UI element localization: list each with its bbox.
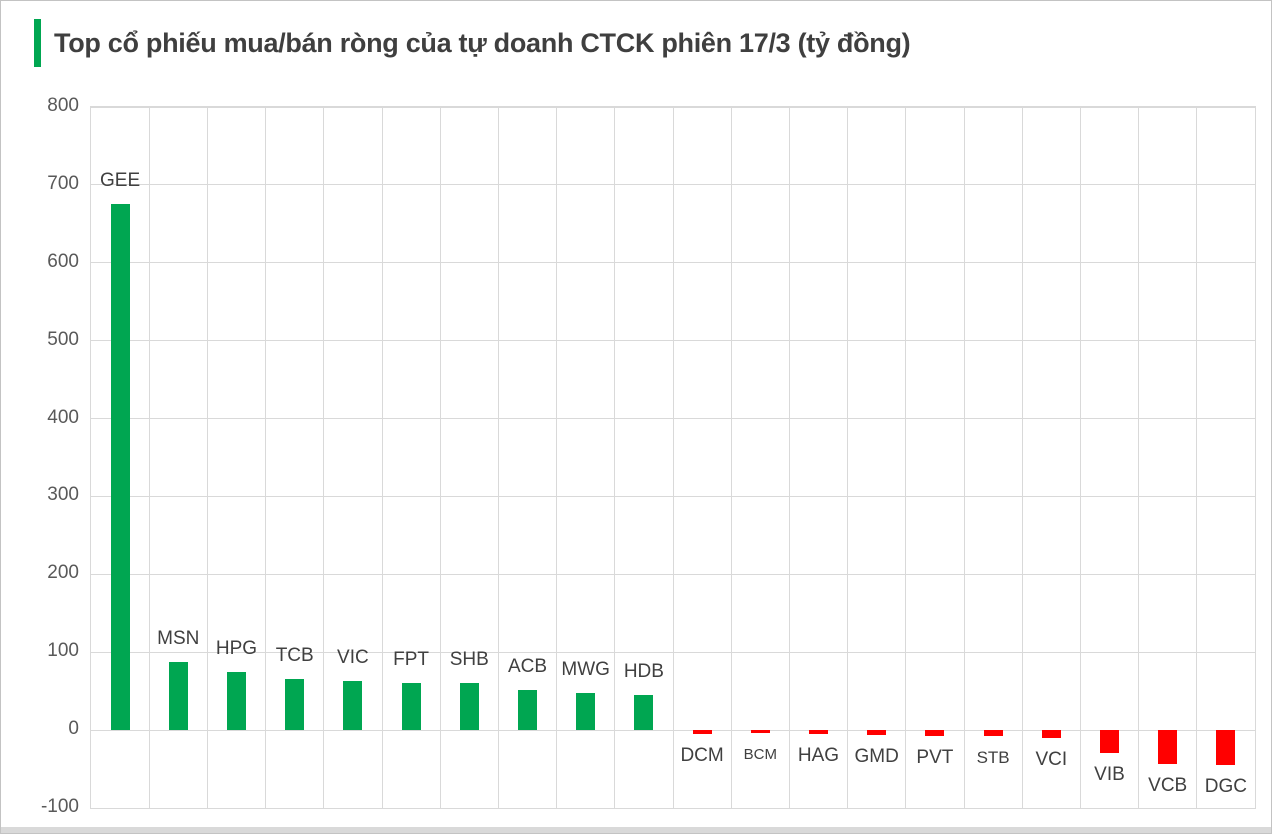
bar xyxy=(343,681,363,731)
v-gridline xyxy=(148,107,150,808)
bar-label: DGC xyxy=(1204,776,1247,798)
bar xyxy=(459,683,479,731)
v-gridline xyxy=(1138,107,1140,808)
title-accent-bar xyxy=(34,19,41,67)
v-gridline xyxy=(672,107,674,808)
v-gridline xyxy=(614,107,616,808)
bar-label: VIC xyxy=(337,647,369,669)
y-tick-label: 800 xyxy=(47,95,79,116)
y-tick-label: 100 xyxy=(47,640,79,662)
bar xyxy=(692,730,712,734)
bar-label: VIB xyxy=(1094,763,1125,785)
bar xyxy=(110,204,130,731)
bottom-strip xyxy=(1,827,1271,833)
bar xyxy=(168,661,188,731)
bar xyxy=(401,682,421,731)
v-gridline xyxy=(1079,107,1081,808)
v-gridline xyxy=(730,107,732,808)
bar-label: FPT xyxy=(393,648,430,670)
y-tick-label: 400 xyxy=(47,406,79,428)
bar xyxy=(925,730,945,737)
bar-label: ACB xyxy=(507,655,548,677)
bar-label: GMD xyxy=(854,745,899,767)
bar-label: MWG xyxy=(561,658,610,680)
chart-title-block: Top cổ phiếu mua/bán ròng của tự doanh C… xyxy=(34,18,911,68)
bar xyxy=(634,695,654,731)
y-tick-label: 600 xyxy=(47,250,79,272)
y-tick-label: 700 xyxy=(47,172,79,194)
bar-label: DCM xyxy=(680,745,724,766)
bar xyxy=(983,730,1003,736)
bar xyxy=(1216,730,1236,766)
v-gridline xyxy=(265,107,267,808)
h-gridline xyxy=(91,807,1255,809)
v-gridline xyxy=(1021,107,1023,808)
bar-label: SHB xyxy=(449,649,489,671)
v-gridline xyxy=(788,107,790,808)
bar xyxy=(867,730,887,735)
v-gridline xyxy=(556,107,558,808)
chart-title: Top cổ phiếu mua/bán ròng của tự doanh C… xyxy=(54,27,911,58)
y-tick-label: 200 xyxy=(47,562,79,584)
bar-label: HDB xyxy=(623,661,664,683)
v-gridline xyxy=(439,107,441,808)
v-gridline xyxy=(323,107,325,808)
bar-label: HPG xyxy=(215,638,258,660)
bar-label: VCB xyxy=(1148,774,1188,796)
bar xyxy=(1041,730,1061,738)
v-gridline xyxy=(381,107,383,808)
v-gridline xyxy=(905,107,907,808)
bar xyxy=(809,730,828,734)
y-tick-label: 0 xyxy=(68,718,79,740)
bar xyxy=(1158,730,1178,764)
y-tick-label: 500 xyxy=(47,328,79,350)
bar xyxy=(227,672,246,731)
bar-label: PVT xyxy=(916,747,954,769)
y-axis-labels: 800 700 600 500 400 300 200 100 0 -100 xyxy=(1,95,79,817)
y-tick-label: 300 xyxy=(47,484,79,506)
bar-label: MSN xyxy=(157,627,200,649)
bar-label: HAG xyxy=(797,745,840,766)
bar xyxy=(518,689,537,731)
bar-label: BCM xyxy=(743,746,777,764)
bar xyxy=(285,679,305,731)
bar-label: VCI xyxy=(1035,748,1068,770)
bar-label: STB xyxy=(976,747,1010,767)
y-tick-label: -100 xyxy=(40,796,79,817)
v-gridline xyxy=(963,107,965,808)
v-gridline xyxy=(847,107,849,808)
v-gridline xyxy=(206,107,208,808)
bar xyxy=(1100,730,1119,753)
v-gridline xyxy=(1196,107,1198,808)
bar-label: GEE xyxy=(100,170,141,192)
bar xyxy=(750,730,770,734)
bar xyxy=(576,692,596,731)
v-gridline xyxy=(497,107,499,808)
plot-area: GEE MSN HPG TCB VIC FPT SHB ACB MWG HDB DCM BCM HAG G… xyxy=(90,106,1256,809)
bar-label: TCB xyxy=(275,645,314,667)
